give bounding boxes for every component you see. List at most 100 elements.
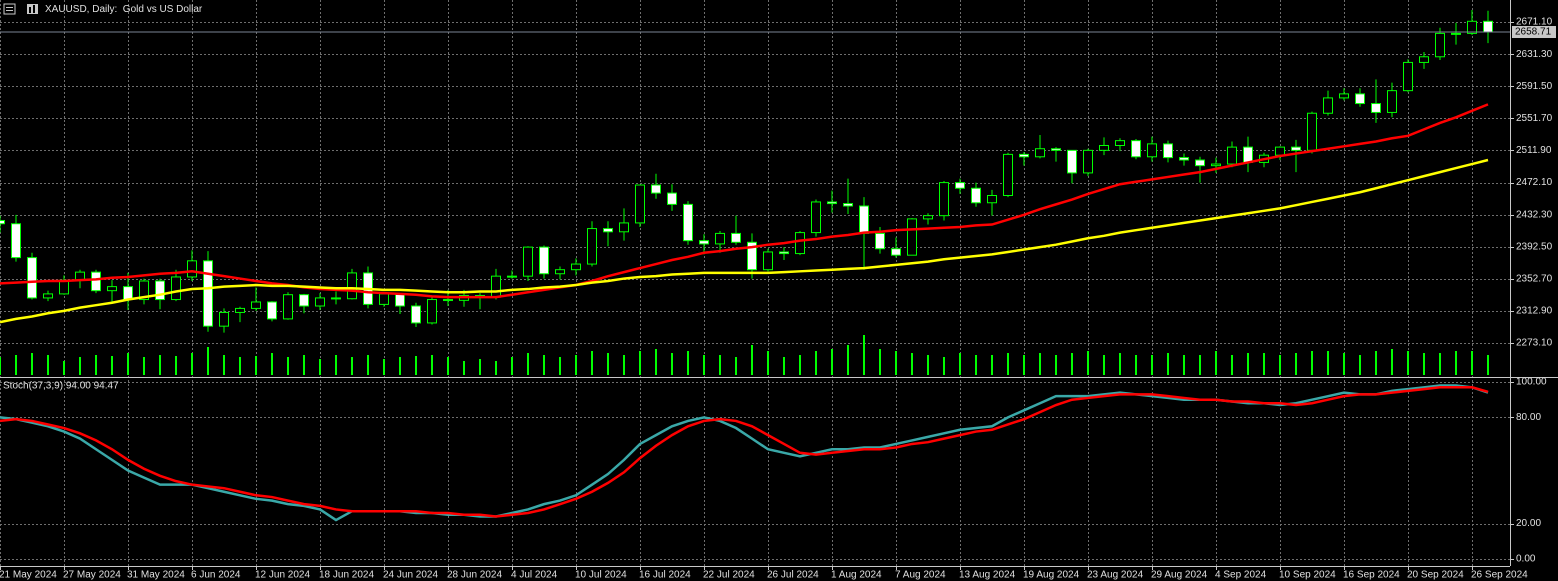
candle-body xyxy=(331,297,341,300)
candle-body xyxy=(747,241,757,271)
candle-body xyxy=(555,269,565,275)
x-tick-label: 22 Jul 2024 xyxy=(703,570,755,581)
candle-body xyxy=(1339,93,1349,99)
y-tick-label: 2511.90 xyxy=(1516,145,1552,156)
chart-icon-bar xyxy=(29,7,31,13)
x-tick-label: 1 Aug 2024 xyxy=(831,570,882,581)
candle-body xyxy=(1131,140,1141,158)
candle-body xyxy=(347,272,357,300)
candle-body xyxy=(1435,32,1445,58)
candle-body xyxy=(523,246,533,277)
candle-body xyxy=(187,260,197,278)
candle-body xyxy=(779,251,789,255)
candle-body xyxy=(1483,20,1493,33)
candle-body xyxy=(11,223,21,259)
candle-body xyxy=(1451,32,1461,35)
candle-body xyxy=(651,184,661,194)
candle-body xyxy=(1211,163,1221,167)
candle-body xyxy=(1099,144,1109,151)
x-tick-label: 12 Jun 2024 xyxy=(255,570,310,581)
candle-body xyxy=(395,293,405,307)
chart-icon[interactable] xyxy=(27,4,38,14)
x-tick-label: 18 Jun 2024 xyxy=(319,570,374,581)
y-tick-label: 2671.10 xyxy=(1516,17,1553,28)
plot-area xyxy=(0,10,1510,522)
x-tick-label: 10 Jul 2024 xyxy=(575,570,627,581)
candle-body xyxy=(827,201,837,205)
candle-body xyxy=(411,305,421,324)
candle-body xyxy=(619,222,629,233)
y-tick-label: 2392.50 xyxy=(1516,241,1553,252)
x-tick-label: 19 Aug 2024 xyxy=(1023,570,1080,581)
candle-body xyxy=(715,232,725,245)
x-tick-label: 13 Aug 2024 xyxy=(959,570,1016,581)
header: XAUUSD, Daily: Gold vs US Dollar Stoch(3… xyxy=(3,3,203,392)
y-tick-label: 2312.90 xyxy=(1516,306,1553,317)
candle-body xyxy=(907,218,917,256)
candle-body xyxy=(731,232,741,243)
x-tick-label: 27 May 2024 xyxy=(63,570,121,581)
candle-body xyxy=(955,182,965,189)
menu-icon[interactable] xyxy=(3,3,16,15)
candle-body xyxy=(763,251,773,271)
candle-body xyxy=(1291,146,1301,151)
candle-body xyxy=(427,299,437,324)
candle-body xyxy=(1467,20,1477,34)
candle-body xyxy=(539,246,549,275)
candle-body xyxy=(1163,143,1173,159)
y-tick-label: 2551.70 xyxy=(1516,113,1553,124)
y-tick-label: 0.00 xyxy=(1516,554,1536,565)
x-tick-label: 10 Sep 2024 xyxy=(1279,570,1336,581)
candle-body xyxy=(1179,157,1189,161)
candle-body xyxy=(1035,148,1045,158)
candle-body xyxy=(1387,90,1397,113)
candle-body xyxy=(1371,103,1381,113)
candle-body xyxy=(315,297,325,307)
candle-body xyxy=(811,201,821,234)
candle-body xyxy=(1003,153,1013,197)
candle-body xyxy=(1403,61,1413,92)
x-tick-label: 7 Aug 2024 xyxy=(895,570,946,581)
candle-body xyxy=(1355,93,1365,105)
candle-body xyxy=(1227,146,1237,165)
candle-body xyxy=(1067,149,1077,174)
y-tick-label: 2631.30 xyxy=(1516,49,1553,60)
x-tick-label: 4 Jul 2024 xyxy=(511,570,558,581)
candle-body xyxy=(859,205,869,234)
moving-average xyxy=(0,103,1489,299)
candle-body xyxy=(59,279,69,295)
candle-body xyxy=(1147,143,1157,158)
candle-body xyxy=(27,257,37,299)
candle-body xyxy=(219,311,229,327)
chart-title: XAUUSD, Daily: Gold vs US Dollar xyxy=(45,4,203,15)
candle-body xyxy=(91,271,101,292)
x-tick-label: 24 Jun 2024 xyxy=(383,570,438,581)
y-tick-label: 2273.10 xyxy=(1516,338,1553,349)
x-tick-label: 16 Sep 2024 xyxy=(1343,570,1400,581)
current-price-label: 2658.71 xyxy=(1515,27,1552,38)
candle-body xyxy=(1115,140,1125,146)
y-tick-label: 2352.70 xyxy=(1516,273,1553,284)
candle-body xyxy=(1243,146,1253,163)
y-tick-label: 20.00 xyxy=(1516,518,1541,529)
candle-body xyxy=(939,182,949,217)
indicator-title: Stoch(37,3,9) 94.00 94.47 xyxy=(3,381,119,392)
candle-body xyxy=(1019,153,1029,158)
y-tick-label: 2472.10 xyxy=(1516,177,1553,188)
y-tick-label: 80.00 xyxy=(1516,412,1541,423)
candle-body xyxy=(299,294,309,307)
candle-body xyxy=(123,286,133,301)
candle-body xyxy=(1083,149,1093,174)
candle-body xyxy=(507,275,517,278)
candle-body xyxy=(0,220,5,225)
x-tick-label: 20 Sep 2024 xyxy=(1407,570,1464,581)
candle-body xyxy=(235,307,245,313)
candle-body xyxy=(587,228,597,265)
candle-body xyxy=(107,286,117,292)
current-price-box xyxy=(1512,26,1556,39)
y-tick-label: 2591.50 xyxy=(1516,81,1553,92)
candle-body xyxy=(923,215,933,220)
candle-body xyxy=(1323,97,1333,114)
candle-body xyxy=(43,293,53,299)
candle-body xyxy=(443,299,453,302)
